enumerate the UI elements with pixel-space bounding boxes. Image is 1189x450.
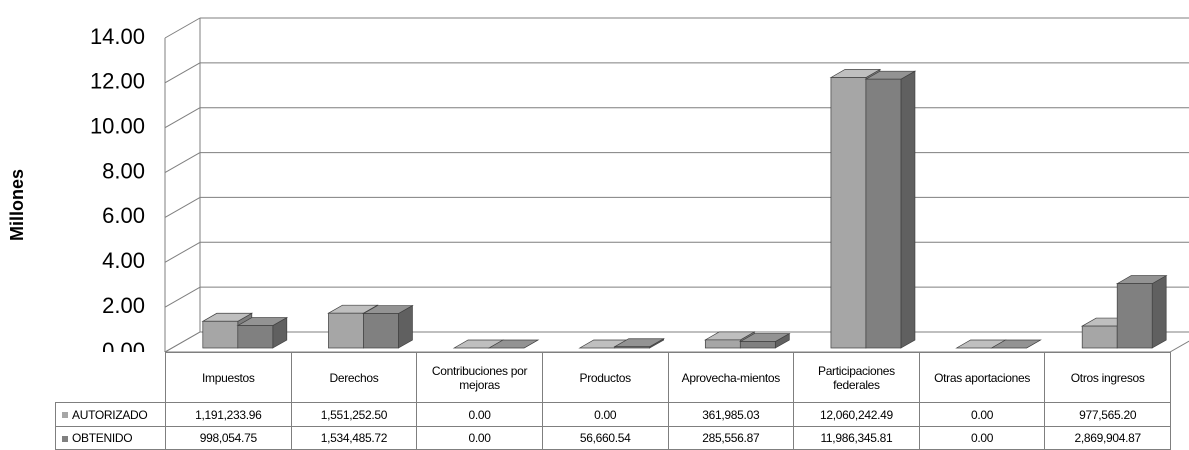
bar-front [202, 320, 239, 349]
category-label: Productos [541, 352, 669, 403]
bar-front [865, 78, 902, 349]
bar-front [704, 339, 741, 349]
y-tick-label: 6.00 [102, 203, 145, 228]
legend-swatch [62, 412, 68, 419]
legend-entry: OBTENIDO [55, 426, 166, 450]
legend-label: OBTENIDO [72, 431, 133, 445]
bar-front [1116, 283, 1153, 349]
value-label: 2,869,904.87 [1044, 426, 1171, 450]
y-tick-label: 14.00 [90, 24, 145, 49]
category-label: Aprovecha-mientos [667, 352, 795, 403]
value-label: 0.00 [918, 402, 1046, 427]
bar-side [1151, 275, 1167, 349]
grid-line-side [164, 331, 201, 352]
bar-top [990, 339, 1042, 349]
corner [56, 353, 166, 403]
bar [487, 339, 540, 349]
chart: Millones 0.00 2.00 4.00 6.00 8.00 10.00 12.00 1… [7, 17, 1189, 352]
category-label: Participaciones federales [793, 352, 920, 403]
y-axis-label: Millones [7, 169, 27, 241]
bar-front [328, 312, 364, 349]
value-label: 361,985.03 [667, 402, 795, 427]
value-label: 1,191,233.96 [165, 402, 292, 427]
grid-line-side [164, 286, 201, 308]
category-label: Otras aportaciones [918, 352, 1046, 403]
value-label: 0.00 [416, 426, 543, 450]
bar [362, 304, 414, 349]
value-label: 11,986,345.81 [793, 426, 920, 450]
y-tick-label: 10.00 [90, 114, 145, 139]
grid-line-side [164, 17, 201, 39]
y-tick-label: 2.00 [102, 293, 145, 318]
value-label: 998,054.75 [165, 426, 292, 450]
category-label: Otros ingresos [1044, 352, 1171, 403]
bar [864, 70, 917, 349]
grid-line-side [164, 196, 201, 218]
legend-label: AUTORIZADO [72, 407, 148, 422]
bar-front [830, 77, 867, 349]
series-row: OBTENIDO 998,054.75 1,534,485.72 0.00 56,660… [55, 426, 1171, 450]
value-label: 0.00 [541, 402, 669, 427]
bar-top [487, 339, 540, 349]
bar-side [900, 70, 916, 349]
value-label: 1,534,485.72 [290, 426, 418, 450]
grid-line-side [164, 152, 201, 174]
value-label: 1,551,252.50 [290, 402, 418, 427]
y-tick-label: 0.00 [102, 338, 145, 352]
header-row: Impuestos Derechos Contribuciones por mejo… [56, 352, 1171, 403]
value-label: 0.00 [416, 402, 543, 427]
bar [990, 339, 1042, 349]
value-label: 12,060,242.49 [793, 402, 920, 427]
data-table: Impuestos Derechos Contribuciones por mejo… [55, 352, 1171, 450]
value-label: 56,660.54 [541, 426, 669, 450]
category-label: Impuestos [165, 352, 292, 403]
y-tick-label: 12.00 [90, 69, 145, 94]
bar-front [363, 313, 399, 349]
bar [236, 317, 289, 349]
legend-swatch [62, 435, 68, 442]
bar [738, 332, 791, 349]
bar-front [1081, 325, 1118, 349]
y-tick-label: 4.00 [102, 248, 145, 273]
y-tick-label: 8.00 [102, 158, 145, 183]
bar-front [614, 346, 651, 349]
grid-line-side [164, 62, 201, 84]
bar [613, 338, 666, 349]
value-label: 977,565.20 [1044, 402, 1171, 427]
value-label: 0.00 [918, 426, 1046, 450]
legend-entry: AUTORIZADO [55, 402, 166, 427]
bar-front [739, 341, 776, 349]
bar [1115, 275, 1168, 349]
grid-line-side [164, 107, 201, 129]
bar-front [237, 325, 274, 349]
series-row: AUTORIZADO 1,191,233.96 1,551,252.50 0.00 0.… [55, 402, 1171, 427]
grid-line-side [164, 241, 201, 263]
category-label: Contribuciones por mejoras [416, 352, 543, 403]
category-label: Derechos [290, 352, 418, 403]
value-label: 285,556.87 [667, 426, 795, 450]
